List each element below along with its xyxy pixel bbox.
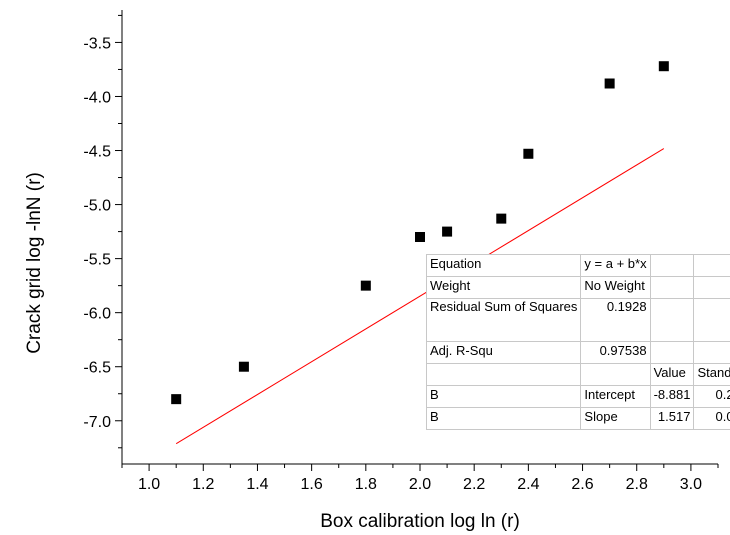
y-tick-label: -6.0 <box>83 306 111 323</box>
fit-table-cell <box>649 276 695 299</box>
fit-table-cell <box>693 276 730 299</box>
x-tick-label: 2.2 <box>463 476 485 493</box>
fit-table-cell <box>693 254 730 277</box>
fit-table-cell: 0.1928 <box>580 298 651 342</box>
x-tick-label: 1.6 <box>301 476 323 493</box>
x-tick-label: 2.0 <box>409 476 431 493</box>
y-tick-label: -4.5 <box>83 144 111 161</box>
fit-table-row: Equation y = a + b*x <box>426 254 730 277</box>
data-point <box>496 213 507 224</box>
y-tick-label: -5.0 <box>83 198 111 215</box>
fit-table-cell <box>693 341 730 364</box>
fit-table-cell: Equation <box>426 254 582 277</box>
fit-table-cell: Slope <box>580 407 651 430</box>
fit-table-cell: B <box>426 385 582 408</box>
fit-results-table-container: Equation y = a + b*x Weight No Weight Residu… <box>426 254 730 444</box>
fit-table-cell: No Weight <box>580 276 651 299</box>
y-tick-label: -5.5 <box>83 252 111 269</box>
fit-table-cell: 1.517 <box>649 407 695 430</box>
fit-table-cell: Standard E <box>693 363 730 386</box>
fit-table-cell: Residual Sum of Squares <box>426 298 582 342</box>
data-point <box>415 232 425 242</box>
x-tick-label: 1.2 <box>192 476 214 493</box>
fit-table-cell: 0.21335 <box>693 385 730 408</box>
data-point <box>360 280 371 291</box>
fit-table-cell <box>426 363 582 386</box>
data-point <box>523 148 534 159</box>
fit-table-cell: Weight <box>426 276 582 299</box>
fit-table-cell: y = a + b*x <box>580 254 651 277</box>
x-tick-label: 2.6 <box>571 476 593 493</box>
fit-table-cell <box>693 298 730 342</box>
y-tick-label: -3.5 <box>83 35 111 52</box>
x-tick-label: 2.8 <box>626 476 648 493</box>
fit-table-cell <box>649 341 695 364</box>
x-tick-label: 1.4 <box>246 476 268 493</box>
y-tick-label: -6.5 <box>83 360 111 377</box>
x-tick-label: 1.8 <box>355 476 377 493</box>
fit-table-cell: B <box>426 407 582 430</box>
x-tick-label: 2.4 <box>517 476 539 493</box>
y-tick-label: -4.0 <box>83 89 111 106</box>
fit-table-cell: 0.09944 <box>693 407 730 430</box>
fit-table-cell: 0.97538 <box>580 341 651 364</box>
fit-table-cell: -8.881 <box>649 385 695 408</box>
x-axis-title: Box calibration log ln (r) <box>320 511 520 532</box>
data-point <box>171 394 182 405</box>
data-point <box>604 78 615 89</box>
fit-table-cell <box>649 298 695 342</box>
data-point <box>658 61 669 72</box>
fit-table-cell <box>649 254 695 277</box>
fit-table-row: ValueStandard E <box>426 363 730 386</box>
fit-table-cell: Value <box>649 363 695 386</box>
y-axis-title: Crack grid log -lnN (r) <box>24 172 45 354</box>
fit-table-cell: Adj. R-Squ <box>426 341 582 364</box>
fit-table-cell <box>580 363 651 386</box>
fit-table-row: Adj. R-Squ 0.97538 <box>426 341 730 364</box>
x-tick-label: 3.0 <box>680 476 702 493</box>
axes: 1.0 1.2 1.4 1.6 1.8 2.0 2.2 2.4 2.6 2.8 3.0 -3.5 -4.… <box>83 10 719 493</box>
data-points <box>171 61 669 405</box>
data-point <box>238 361 249 372</box>
fit-table-row: Residual Sum of Squares 0.1928 <box>426 298 730 342</box>
y-tick-label: -7.0 <box>83 414 111 431</box>
x-tick-label: 1.0 <box>138 476 160 493</box>
data-point <box>442 226 453 237</box>
fit-results-table: Equation y = a + b*x Weight No Weight Residu… <box>426 254 730 430</box>
fit-table-row: Weight No Weight <box>426 276 730 299</box>
fit-table-cell: Intercept <box>580 385 651 408</box>
fit-line <box>175 148 665 445</box>
